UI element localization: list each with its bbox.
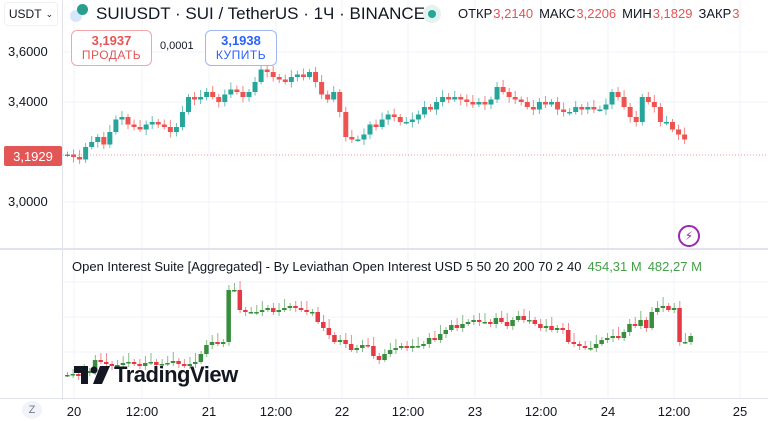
ohlc-value-low: 3,1829 xyxy=(652,6,693,21)
sell-label: ПРОДАТЬ xyxy=(81,48,142,62)
indicator-title: Open Interest Suite [Aggregated] - By Le… xyxy=(72,259,582,274)
axis-divider xyxy=(62,0,63,400)
market-open-status-icon[interactable] xyxy=(423,5,441,23)
z-button[interactable]: Z xyxy=(22,401,42,419)
indicator-value-1: 454,31 M xyxy=(587,259,642,274)
ohlc-legend: ОТКР3,2140 МАКС3,2206 МИН3,1829 ЗАКР3 xyxy=(458,6,740,21)
ohlc-value-open: 3,2140 xyxy=(493,6,534,21)
time-tick: 25 xyxy=(732,404,748,419)
indicator-value-2: 482,27 M xyxy=(647,259,702,274)
price-tick: 3,0000 xyxy=(8,194,48,209)
time-tick: 12:00 xyxy=(125,404,159,419)
ohlc-label-low: МИН xyxy=(622,6,652,21)
sui-coin-icon xyxy=(70,4,90,24)
tradingview-logo-text: TradingView xyxy=(114,362,238,387)
sell-button[interactable]: 3,1937 ПРОДАТЬ xyxy=(71,30,152,66)
chevron-down-icon: ⌄ xyxy=(45,8,54,19)
price-tick: 3,4000 xyxy=(8,94,48,109)
buy-label: КУПИТЬ xyxy=(215,48,267,62)
time-tick: 12:00 xyxy=(524,404,558,419)
price-chart[interactable] xyxy=(63,0,768,248)
time-tick: 12:00 xyxy=(657,404,691,419)
ohlc-label-close: ЗАКР xyxy=(698,6,732,21)
time-tick: 21 xyxy=(201,404,217,419)
sell-price: 3,1937 xyxy=(91,33,132,48)
time-tick: 20 xyxy=(66,404,82,419)
time-tick: 12:00 xyxy=(391,404,425,419)
pane-separator[interactable] xyxy=(0,248,768,250)
indicator-legend[interactable]: Open Interest Suite [Aggregated] - By Le… xyxy=(72,259,702,274)
ohlc-label-high: МАКС xyxy=(539,6,576,21)
time-tick: 22 xyxy=(334,404,350,419)
buy-price: 3,1938 xyxy=(221,33,261,48)
time-tick: 12:00 xyxy=(259,404,293,419)
ohlc-value-close: 3 xyxy=(732,6,740,21)
time-axis-divider xyxy=(0,398,768,399)
tradingview-logo[interactable]: TradingView xyxy=(74,362,238,388)
time-tick: 24 xyxy=(600,404,616,419)
ohlc-value-high: 3,2206 xyxy=(576,6,617,21)
ohlc-label-open: ОТКР xyxy=(458,6,493,21)
currency-label: USDT xyxy=(8,7,42,21)
time-tick: 23 xyxy=(467,404,483,419)
current-price-tag: 3,1929 xyxy=(4,146,62,166)
open-interest-chart[interactable] xyxy=(63,250,768,398)
price-axis[interactable]: USDT ⌄ 3,6000 3,4000 3,0000 3,1929 xyxy=(0,0,62,422)
tradingview-logo-icon xyxy=(74,366,110,384)
lightning-icon[interactable]: ⚡︎ xyxy=(678,225,700,247)
price-tick: 3,6000 xyxy=(8,44,48,59)
currency-selector[interactable]: USDT ⌄ xyxy=(4,2,58,26)
spread-value: 0,0001 xyxy=(160,40,194,52)
symbol-title: SUIUSDT · SUI / TetherUS · 1Ч · BINANCE xyxy=(96,4,426,23)
symbol-header[interactable]: SUIUSDT · SUI / TetherUS · 1Ч · BINANCE xyxy=(70,3,425,25)
buy-button[interactable]: 3,1938 КУПИТЬ xyxy=(205,30,277,66)
